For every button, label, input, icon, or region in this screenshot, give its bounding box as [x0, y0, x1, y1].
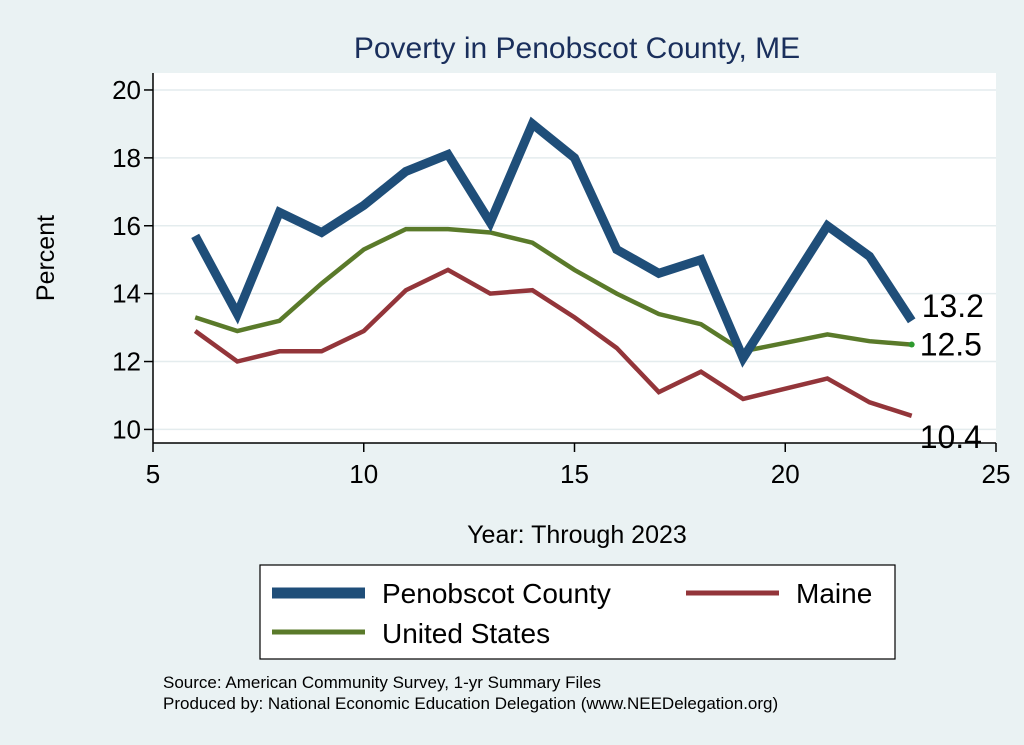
legend: Penobscot County Maine United States [259, 564, 896, 660]
y-tick-label: 20 [112, 75, 141, 105]
y-ticks: 10 12 14 16 18 20 [112, 75, 153, 444]
grid-lines [153, 89, 996, 431]
end-point-united-states [908, 341, 915, 348]
x-ticks: 5 10 15 20 25 [146, 443, 1011, 489]
series-lines [191, 116, 916, 418]
source-note: Source: American Community Survey, 1-yr … [163, 673, 601, 692]
end-labels: 13.2 10.4 12.5 [908, 288, 984, 455]
plot-area [153, 73, 996, 443]
y-tick-label: 14 [112, 279, 141, 309]
y-axis-title: Percent [32, 215, 60, 301]
x-axis-title: Year: Through 2023 [467, 521, 687, 549]
legend-label-us: United States [382, 618, 550, 649]
end-label-penobscot-county: 13.2 [922, 288, 984, 324]
series-line-maine [193, 267, 913, 418]
legend-label-penobscot: Penobscot County [382, 578, 611, 609]
x-tick-label: 25 [982, 459, 1011, 489]
y-tick-label: 10 [112, 414, 141, 444]
legend-box [259, 564, 896, 660]
produced-by-note: Produced by: National Economic Education… [163, 694, 778, 713]
series-line-united-states [194, 226, 912, 354]
x-tick-label: 5 [146, 459, 160, 489]
y-tick-label: 16 [112, 211, 141, 241]
chart-title: Poverty in Penobscot County, ME [354, 32, 800, 65]
series-line-penobscot-county [191, 116, 916, 368]
x-tick-label: 15 [560, 459, 589, 489]
x-tick-label: 10 [349, 459, 378, 489]
x-tick-label: 20 [771, 459, 800, 489]
legend-label-maine: Maine [796, 578, 872, 609]
end-label-united-states: 12.5 [920, 327, 982, 363]
y-tick-label: 18 [112, 143, 141, 173]
y-tick-label: 12 [112, 347, 141, 377]
end-label-maine: 10.4 [920, 419, 982, 455]
